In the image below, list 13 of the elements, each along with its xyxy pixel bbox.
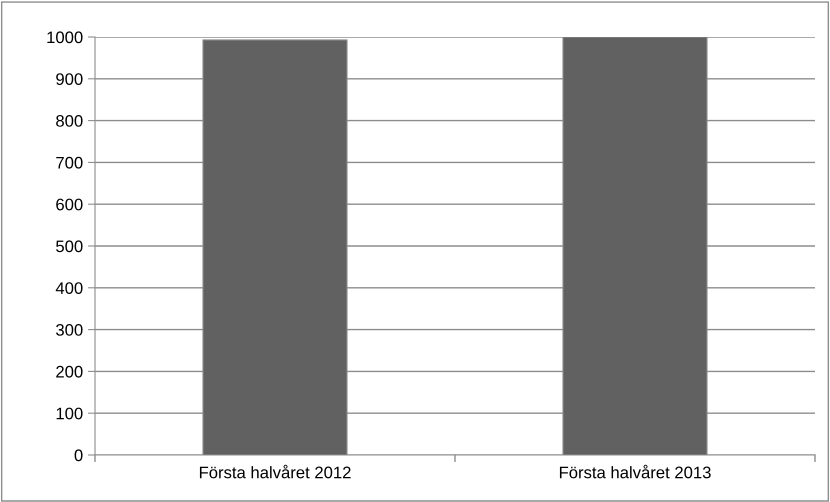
y-tick-label: 300 (56, 324, 83, 336)
y-tick-label: 200 (56, 366, 83, 378)
y-tick-label: 800 (56, 115, 83, 127)
y-tick-label: 900 (56, 73, 83, 86)
x-tick-label: Första halvåret 2012 (200, 464, 351, 478)
y-tick-label: 100 (56, 408, 83, 420)
y-tick-label: 600 (56, 198, 83, 210)
x-tick-label: Första halvåret 2013 (560, 464, 711, 478)
y-tick-label: 400 (56, 282, 83, 294)
y-tick-label: 1000 (47, 31, 83, 44)
y-tick-label: 500 (56, 240, 83, 252)
y-tick-label: 0 (74, 449, 83, 462)
y-tick-label: 700 (56, 156, 83, 169)
